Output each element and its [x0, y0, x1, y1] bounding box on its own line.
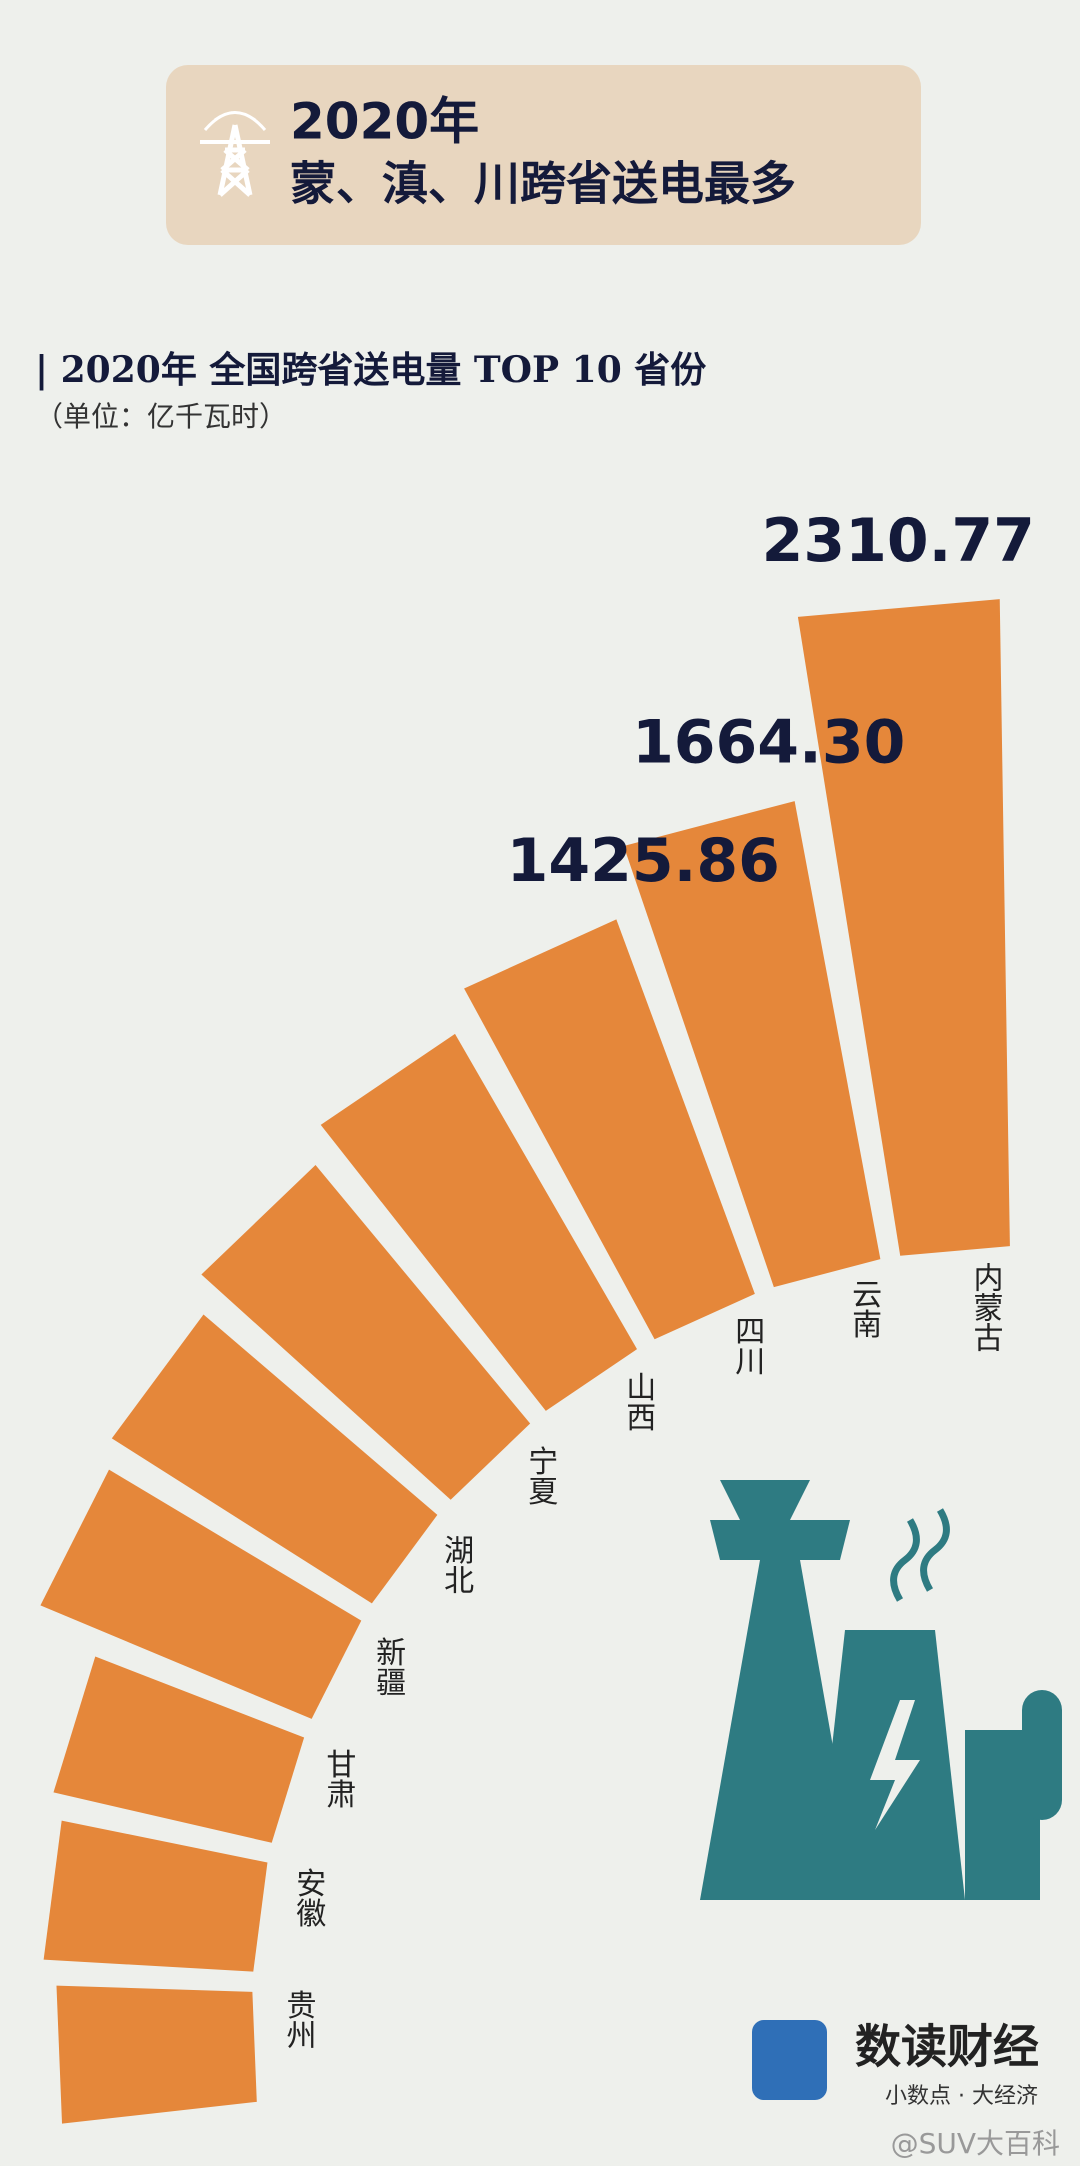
bar [53, 1656, 305, 1843]
bar [320, 1033, 637, 1411]
brand-slogan: 小数点 · 大经济 [885, 2084, 1038, 2109]
bar [201, 1165, 531, 1500]
category-label: 安徽 [290, 1868, 326, 1928]
category-label: 湖北 [438, 1535, 473, 1595]
watermark: @SUV大百科 [891, 2127, 1060, 2160]
category-label: 宁夏 [522, 1446, 557, 1506]
bar [56, 1985, 257, 2124]
bar [111, 1314, 438, 1604]
steam [890, 1508, 950, 1602]
category-label: 山西 [620, 1372, 655, 1432]
bar [40, 1469, 362, 1719]
category-label: 云南 [846, 1279, 881, 1339]
chart-title: | 2020年 全国跨省送电量 TOP 10 省份 [35, 349, 706, 391]
header-box [166, 65, 921, 245]
category-label: 甘肃 [320, 1749, 355, 1809]
category-label: 新疆 [370, 1637, 405, 1697]
category-label: 四川 [729, 1316, 765, 1376]
brand-logo [752, 2020, 827, 2100]
category-label: 贵州 [281, 1990, 317, 2050]
brand-name: 数读财经 [855, 2020, 1039, 2074]
chart-unit: （单位：亿千瓦时） [35, 400, 287, 433]
tower-icon [200, 111, 270, 197]
bar [797, 599, 1010, 1256]
value-label: 2310.77 [762, 506, 1035, 576]
bar [623, 801, 881, 1288]
header-title: 2020年 [290, 93, 479, 151]
tower-illustration [700, 1480, 1062, 1900]
value-label: 1425.86 [507, 826, 780, 896]
category-label: 内蒙古 [968, 1262, 1003, 1352]
bar [464, 919, 755, 1340]
bar [43, 1820, 268, 1972]
header-subtitle: 蒙、滇、川跨省送电最多 [290, 157, 796, 211]
value-label: 1664.30 [632, 708, 905, 778]
